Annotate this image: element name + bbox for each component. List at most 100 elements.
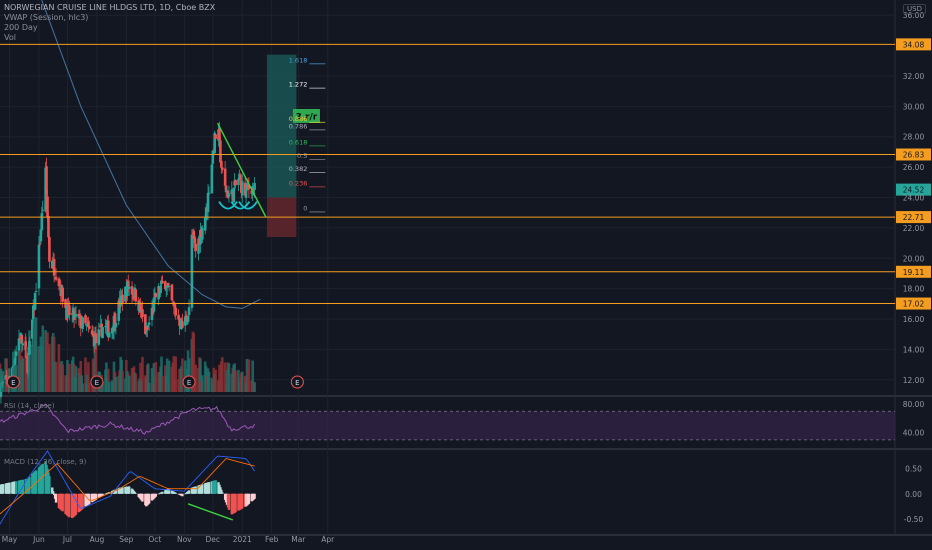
candle-body bbox=[47, 216, 50, 238]
candle-body bbox=[221, 167, 224, 170]
price-axis-label: 16.00 bbox=[903, 315, 925, 324]
candle-body bbox=[145, 326, 149, 330]
candle-body bbox=[185, 322, 189, 325]
volume-bar bbox=[105, 362, 108, 392]
volume-bar bbox=[227, 363, 231, 392]
price-axis-badge bbox=[896, 38, 931, 51]
candle-body bbox=[197, 238, 200, 254]
candle-body bbox=[21, 343, 25, 346]
candle-body bbox=[218, 128, 221, 140]
candle-body bbox=[45, 166, 48, 195]
candle-body bbox=[141, 309, 144, 317]
earnings-marker-label: E bbox=[95, 379, 99, 387]
volume-bar bbox=[141, 356, 144, 392]
candle-body bbox=[94, 333, 98, 344]
price-axis-label: 14.00 bbox=[903, 345, 925, 354]
candle-body bbox=[87, 321, 90, 328]
rsi-axis-label: 40.00 bbox=[903, 429, 925, 438]
macd-histogram-bar bbox=[147, 493, 151, 504]
candle-body bbox=[213, 132, 216, 154]
candle-body bbox=[79, 315, 83, 329]
candle-body bbox=[237, 178, 240, 186]
risk-reward-label: 3 r/r bbox=[296, 112, 318, 122]
volume-bar bbox=[167, 360, 171, 392]
legend-ma: 200 Day bbox=[4, 23, 38, 32]
volume-bar bbox=[28, 330, 31, 392]
macd-histogram-bar bbox=[220, 489, 223, 494]
earnings-marker-label: E bbox=[11, 379, 15, 387]
candle-body bbox=[34, 291, 38, 293]
fibonacci-level-label: 0.886 bbox=[289, 115, 308, 123]
earnings-marker bbox=[290, 375, 304, 389]
candle-body bbox=[107, 320, 110, 338]
time-axis-label: Dec bbox=[206, 535, 221, 544]
candle-body bbox=[117, 300, 121, 321]
candle-body bbox=[134, 289, 138, 302]
candle-body bbox=[67, 303, 70, 306]
price-axis-badge bbox=[896, 148, 931, 161]
volume-bar bbox=[146, 363, 150, 392]
macd-title: MACD (12, 26, close, 9) bbox=[4, 458, 87, 466]
candle-body bbox=[66, 305, 69, 319]
price-axis-label: 26.00 bbox=[903, 163, 925, 172]
candle-body bbox=[18, 337, 22, 339]
candle-body bbox=[17, 338, 21, 351]
volume-bar bbox=[181, 358, 184, 392]
candle-body bbox=[190, 234, 194, 308]
candle-body bbox=[145, 328, 148, 332]
earnings-marker bbox=[90, 375, 104, 389]
candle-body bbox=[173, 304, 177, 309]
candle-body bbox=[126, 281, 130, 288]
candle-body bbox=[13, 357, 17, 365]
candle-body bbox=[146, 325, 150, 328]
volume-bar bbox=[88, 382, 91, 392]
fibonacci-level-label: 1.272 bbox=[289, 81, 308, 89]
time-axis-label: May bbox=[2, 535, 18, 544]
candle-body bbox=[227, 193, 231, 197]
macd-histogram-bar bbox=[234, 493, 237, 513]
candle-body bbox=[164, 288, 168, 291]
volume-bar bbox=[34, 317, 38, 392]
macd-histogram-bar bbox=[134, 493, 138, 494]
candle-body bbox=[174, 307, 178, 316]
candle-body bbox=[101, 326, 104, 339]
volume-bar bbox=[87, 362, 90, 392]
rsi-title: RSI (14, close) bbox=[4, 402, 55, 410]
macd-histogram-bar bbox=[157, 493, 160, 495]
volume-bar bbox=[121, 370, 124, 392]
macd-histogram-bar bbox=[167, 489, 171, 494]
candle-body bbox=[194, 243, 197, 251]
candle-body bbox=[58, 285, 62, 287]
macd-histogram-bar bbox=[51, 487, 54, 494]
candle-body bbox=[97, 329, 101, 345]
fibonacci-level-label: 0.786 bbox=[289, 122, 308, 130]
candle-body bbox=[144, 314, 147, 334]
volume-bar bbox=[251, 360, 254, 392]
price-axis-badge bbox=[896, 183, 931, 196]
macd-histogram-bar bbox=[101, 493, 104, 496]
volume-bar bbox=[247, 359, 251, 392]
candle-body bbox=[207, 192, 211, 194]
candle-body bbox=[14, 351, 18, 356]
candle-body bbox=[1, 381, 5, 383]
candle-body bbox=[253, 182, 256, 190]
fibonacci-level-label: 0.382 bbox=[289, 165, 308, 173]
volume-bar bbox=[223, 362, 227, 392]
rsi-line bbox=[0, 403, 256, 435]
candle-body bbox=[84, 315, 87, 324]
macd-histogram-bar bbox=[8, 482, 11, 494]
volume-bar bbox=[194, 364, 197, 392]
moving-average-line bbox=[41, 0, 261, 309]
macd-histogram-bar bbox=[214, 480, 217, 494]
candle-body bbox=[77, 313, 81, 318]
volume-bar bbox=[214, 369, 217, 392]
candle-body bbox=[220, 160, 223, 168]
candle-body bbox=[230, 189, 234, 195]
candle-body bbox=[61, 287, 64, 302]
candle-body bbox=[70, 313, 74, 315]
volume-bar bbox=[160, 356, 163, 392]
earnings-marker bbox=[6, 375, 20, 389]
currency-button[interactable]: USD bbox=[903, 4, 926, 14]
